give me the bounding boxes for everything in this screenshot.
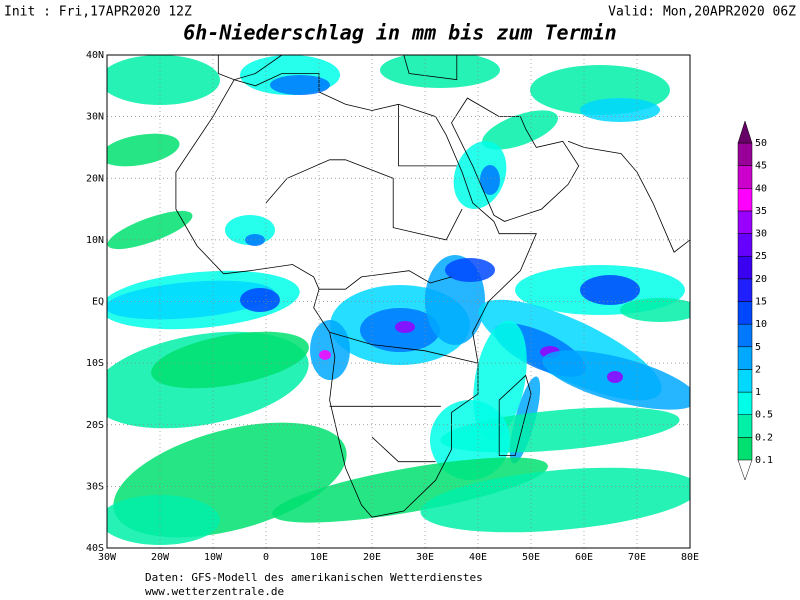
colorbar-segment — [737, 233, 753, 257]
website: www.wetterzentrale.de — [145, 585, 284, 598]
rain-area — [151, 331, 309, 389]
rain-area — [380, 55, 500, 88]
lon-label: 30E — [416, 552, 434, 563]
lon-label: 0 — [263, 552, 269, 563]
map-frame — [106, 54, 691, 549]
colorbar-label: 0.5 — [755, 410, 773, 421]
rain-area — [607, 371, 623, 383]
colorbar-segment — [737, 437, 753, 461]
lon-label: 10W — [204, 552, 223, 563]
colorbar-segment — [737, 142, 753, 166]
lon-label: 10E — [310, 552, 328, 563]
colorbar-label: 5 — [755, 342, 761, 353]
coastline — [217, 55, 283, 81]
coastline — [319, 270, 452, 290]
colorbar-label: 20 — [755, 274, 767, 285]
lon-label: 20E — [363, 552, 381, 563]
lat-label: 10N — [86, 235, 104, 246]
map-title: 6h-Niederschlag in mm bis zum Termin — [183, 21, 616, 45]
lat-label: 40S — [86, 543, 104, 554]
colorbar-segment — [737, 369, 753, 393]
lat-label: 20S — [86, 420, 104, 431]
lon-label: 50E — [522, 552, 540, 563]
colorbar-segment — [737, 210, 753, 234]
colorbar-label: 10 — [755, 319, 767, 330]
coastline — [498, 374, 532, 456]
rain-area — [107, 280, 275, 320]
rain-area — [480, 165, 500, 195]
colorbar-label: 0.2 — [755, 432, 773, 443]
colorbar-label: 25 — [755, 251, 767, 262]
lat-label: 20N — [86, 173, 104, 184]
colorbar-label: 1 — [755, 387, 761, 398]
lat-label: 30N — [86, 112, 104, 123]
rain-area — [620, 298, 690, 322]
precipitation — [107, 55, 690, 545]
lon-label: 70E — [628, 552, 646, 563]
colorbar-segment — [737, 255, 753, 280]
colorbar-label: 45 — [755, 161, 767, 172]
colorbar-label: 0.1 — [755, 455, 773, 466]
rain-area — [240, 288, 280, 312]
lat-label: EQ — [92, 297, 104, 308]
colorbar-segment — [737, 165, 753, 189]
colorbar-segment — [737, 188, 753, 212]
colorbar-label: 35 — [755, 206, 767, 217]
coastline — [265, 159, 463, 241]
lon-label: 30W — [98, 552, 117, 563]
coastline — [175, 73, 537, 518]
coastlines — [175, 55, 690, 518]
coastline — [403, 55, 458, 81]
rain-area — [107, 210, 193, 250]
lon-label: 20W — [151, 552, 170, 563]
lat-label: 30S — [86, 481, 104, 492]
colorbar-label: 2 — [755, 364, 761, 375]
colorbar-segment — [737, 301, 753, 325]
rain-area — [420, 467, 690, 533]
rain-area — [310, 320, 350, 380]
rain-area — [272, 457, 548, 523]
lon-label: 40E — [469, 552, 487, 563]
colorbar-label: 30 — [755, 229, 767, 240]
rain-area — [319, 350, 331, 360]
init-time: Init : Fri,17APR2020 12Z — [4, 5, 192, 20]
valid-time: Valid: Mon,20APR2020 06Z — [608, 5, 796, 20]
colorbar-segment — [737, 323, 753, 348]
colorbar-tail — [737, 459, 753, 481]
rain-area — [580, 98, 660, 122]
lon-label: 60E — [575, 552, 593, 563]
coastline — [329, 331, 479, 364]
colorbar-cap — [737, 120, 753, 144]
data-source: Daten: GFS-Modell des amerikanischen Wet… — [145, 571, 483, 584]
coastline — [398, 104, 457, 167]
colorbar-segment — [737, 346, 753, 370]
colorbar-segment — [737, 278, 753, 302]
rain-area — [107, 495, 220, 545]
colorbar-label: 15 — [755, 297, 767, 308]
coastline — [371, 436, 436, 463]
lon-label: 80E — [681, 552, 699, 563]
rain-area — [445, 258, 495, 282]
rain-area — [107, 55, 220, 105]
coastline — [451, 97, 580, 222]
colorbar-segment — [737, 414, 753, 438]
lat-label: 40N — [86, 50, 104, 61]
colorbar-label: 50 — [755, 138, 767, 149]
rain-area — [270, 75, 330, 95]
coastline — [567, 55, 690, 253]
rain-area — [395, 321, 415, 333]
colorbar-label: 40 — [755, 183, 767, 194]
rain-area — [107, 133, 180, 167]
rain-area — [580, 275, 640, 305]
rain-area — [482, 110, 558, 150]
lat-label: 10S — [86, 358, 104, 369]
colorbar-segment — [737, 391, 753, 415]
